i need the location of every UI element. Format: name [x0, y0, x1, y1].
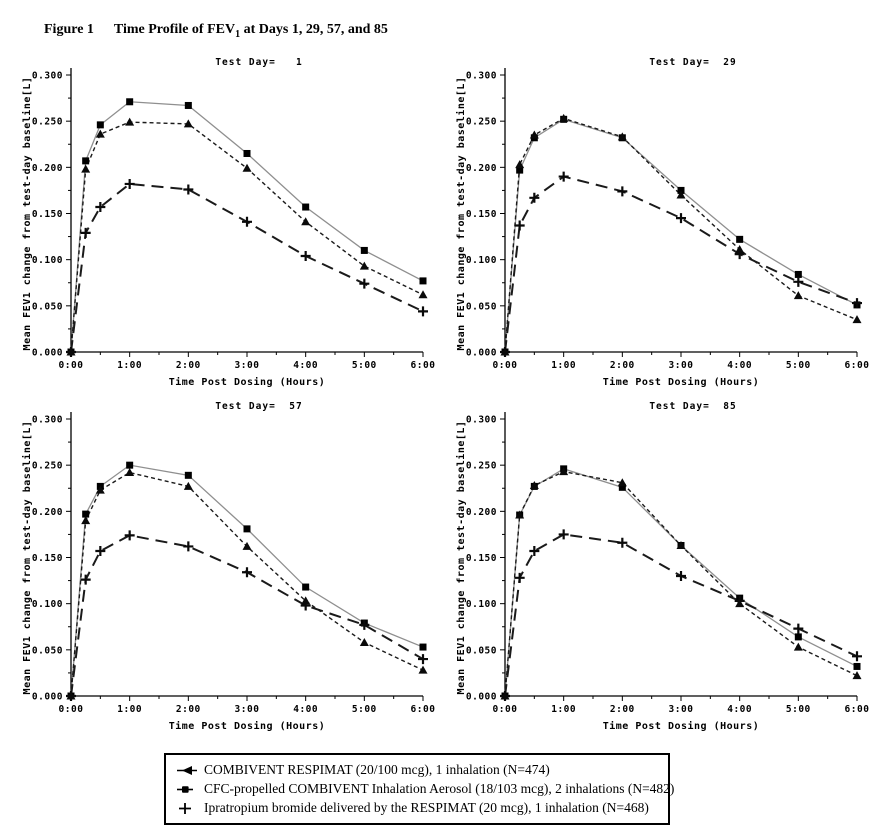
legend-item: COMBIVENT RESPIMAT (20/100 mcg), 1 inhal…: [176, 761, 668, 780]
svg-text:4:00: 4:00: [293, 360, 318, 371]
svg-text:0:00: 0:00: [59, 704, 84, 715]
svg-text:Test Day= 57: Test Day= 57: [215, 401, 302, 412]
svg-text:6:00: 6:00: [845, 360, 870, 371]
svg-text:Mean FEV1 change from test-day: Mean FEV1 change from test-day baseline[…: [455, 421, 467, 695]
svg-text:Mean FEV1 change from test-day: Mean FEV1 change from test-day baseline[…: [21, 421, 33, 695]
figure-title-text: Time Profile of FEV: [113, 22, 236, 37]
svg-text:2:00: 2:00: [610, 704, 635, 715]
svg-text:0.150: 0.150: [466, 209, 497, 220]
svg-text:0.300: 0.300: [466, 71, 497, 82]
svg-text:0.000: 0.000: [466, 692, 497, 703]
svg-text:2:00: 2:00: [610, 360, 635, 371]
svg-text:1:00: 1:00: [117, 704, 142, 715]
svg-text:6:00: 6:00: [411, 704, 436, 715]
plus-marker-icon: [179, 802, 191, 814]
svg-text:0.000: 0.000: [32, 692, 63, 703]
svg-text:0.050: 0.050: [32, 301, 63, 312]
svg-text:0.100: 0.100: [466, 255, 497, 266]
svg-text:Test Day= 85: Test Day= 85: [649, 401, 736, 412]
svg-text:0.050: 0.050: [466, 301, 497, 312]
svg-text:Time Post Dosing (Hours): Time Post Dosing (Hours): [169, 376, 326, 388]
svg-text:Test Day= 1: Test Day= 1: [215, 57, 302, 68]
legend-box: COMBIVENT RESPIMAT (20/100 mcg), 1 inhal…: [164, 753, 674, 825]
svg-text:0.150: 0.150: [32, 209, 63, 220]
svg-text:0.050: 0.050: [466, 645, 497, 656]
svg-text:0.250: 0.250: [32, 461, 63, 472]
svg-text:4:00: 4:00: [727, 704, 752, 715]
svg-text:5:00: 5:00: [352, 704, 377, 715]
svg-text:0.200: 0.200: [466, 507, 497, 518]
svg-text:0:00: 0:00: [59, 360, 84, 371]
legend-item: CFC-propelled COMBIVENT Inhalation Aeros…: [176, 780, 674, 799]
svg-text:0.100: 0.100: [466, 599, 497, 610]
chart-test-day-1: Test Day= 1 0.000 0.050 0.100 0.150 0.200 0.25…: [21, 57, 436, 388]
figure-title-subscript: 1: [235, 28, 241, 40]
chart-test-day-85: Test Day= 85 0.000 0.050 0.100 0.150 0.200 0.2…: [455, 401, 870, 732]
svg-text:Test Day= 29: Test Day= 29: [649, 57, 736, 68]
svg-text:4:00: 4:00: [293, 704, 318, 715]
svg-text:0.100: 0.100: [32, 255, 63, 266]
chart-panel-test-day-1: Test Day= 1 0.000 0.050 0.100 0.150 0.200 0.25…: [18, 52, 448, 392]
svg-text:6:00: 6:00: [411, 360, 436, 371]
svg-text:4:00: 4:00: [727, 360, 752, 371]
svg-text:0.100: 0.100: [32, 599, 63, 610]
svg-text:Mean FEV1 change from test-day: Mean FEV1 change from test-day baseline[…: [455, 77, 467, 351]
chart-panel-test-day-85: Test Day= 85 0.000 0.050 0.100 0.150 0.200 0.2…: [452, 396, 882, 736]
svg-text:3:00: 3:00: [669, 704, 694, 715]
svg-text:2:00: 2:00: [176, 704, 201, 715]
legend-item-label: CFC-propelled COMBIVENT Inhalation Aeros…: [204, 781, 675, 796]
svg-text:0.200: 0.200: [466, 163, 497, 174]
svg-text:Time Post Dosing (Hours): Time Post Dosing (Hours): [169, 720, 326, 732]
svg-text:3:00: 3:00: [235, 704, 260, 715]
svg-text:1:00: 1:00: [551, 360, 576, 371]
legend-item-label: COMBIVENT RESPIMAT (20/100 mcg), 1 inhal…: [204, 762, 550, 777]
svg-text:2:00: 2:00: [176, 360, 201, 371]
svg-text:0.250: 0.250: [466, 461, 497, 472]
svg-text:0:00: 0:00: [493, 360, 518, 371]
svg-text:0.000: 0.000: [32, 348, 63, 359]
svg-text:Mean FEV1 change from test-day: Mean FEV1 change from test-day baseline[…: [21, 77, 33, 351]
svg-text:3:00: 3:00: [669, 360, 694, 371]
svg-text:0.200: 0.200: [32, 163, 63, 174]
svg-text:0.050: 0.050: [32, 645, 63, 656]
svg-text:3:00: 3:00: [235, 360, 260, 371]
svg-text:1:00: 1:00: [551, 704, 576, 715]
figure-label: Figure 1: [44, 22, 94, 37]
chart-test-day-29: Test Day= 29 0.000 0.050 0.100 0.150 0.200 0.2…: [455, 57, 870, 388]
figure-title: Figure 1 Time Profile of FEV1 at Days 1, …: [30, 6, 388, 56]
chart-panel-test-day-57: Test Day= 57 0.000 0.050 0.100 0.150 0.200 0.2…: [18, 396, 448, 736]
square-line-marker-icon: [177, 785, 193, 793]
chart-test-day-57: Test Day= 57 0.000 0.050 0.100 0.150 0.200 0.2…: [21, 401, 436, 732]
svg-text:0.300: 0.300: [32, 415, 63, 426]
svg-text:0.200: 0.200: [32, 507, 63, 518]
svg-text:5:00: 5:00: [786, 360, 811, 371]
svg-text:6:00: 6:00: [845, 704, 870, 715]
svg-text:5:00: 5:00: [786, 704, 811, 715]
chart-panel-test-day-29: Test Day= 29 0.000 0.050 0.100 0.150 0.200 0.2…: [452, 52, 882, 392]
svg-text:0.000: 0.000: [466, 348, 497, 359]
legend-item: Ipratropium bromide delivered by the RES…: [176, 799, 668, 818]
svg-text:0.300: 0.300: [466, 415, 497, 426]
svg-text:Time Post Dosing (Hours): Time Post Dosing (Hours): [603, 376, 760, 388]
triangle-line-marker-icon: [177, 765, 197, 775]
svg-text:Time Post Dosing (Hours): Time Post Dosing (Hours): [603, 720, 760, 732]
svg-text:0.150: 0.150: [32, 553, 63, 564]
svg-text:5:00: 5:00: [352, 360, 377, 371]
svg-text:0.300: 0.300: [32, 71, 63, 82]
figure-title-suffix: at Days 1, 29, 57, and 85: [240, 22, 388, 37]
legend-item-label: Ipratropium bromide delivered by the RES…: [204, 800, 649, 815]
svg-text:1:00: 1:00: [117, 360, 142, 371]
svg-text:0.250: 0.250: [32, 117, 63, 128]
svg-text:0:00: 0:00: [493, 704, 518, 715]
svg-text:0.150: 0.150: [466, 553, 497, 564]
svg-text:0.250: 0.250: [466, 117, 497, 128]
